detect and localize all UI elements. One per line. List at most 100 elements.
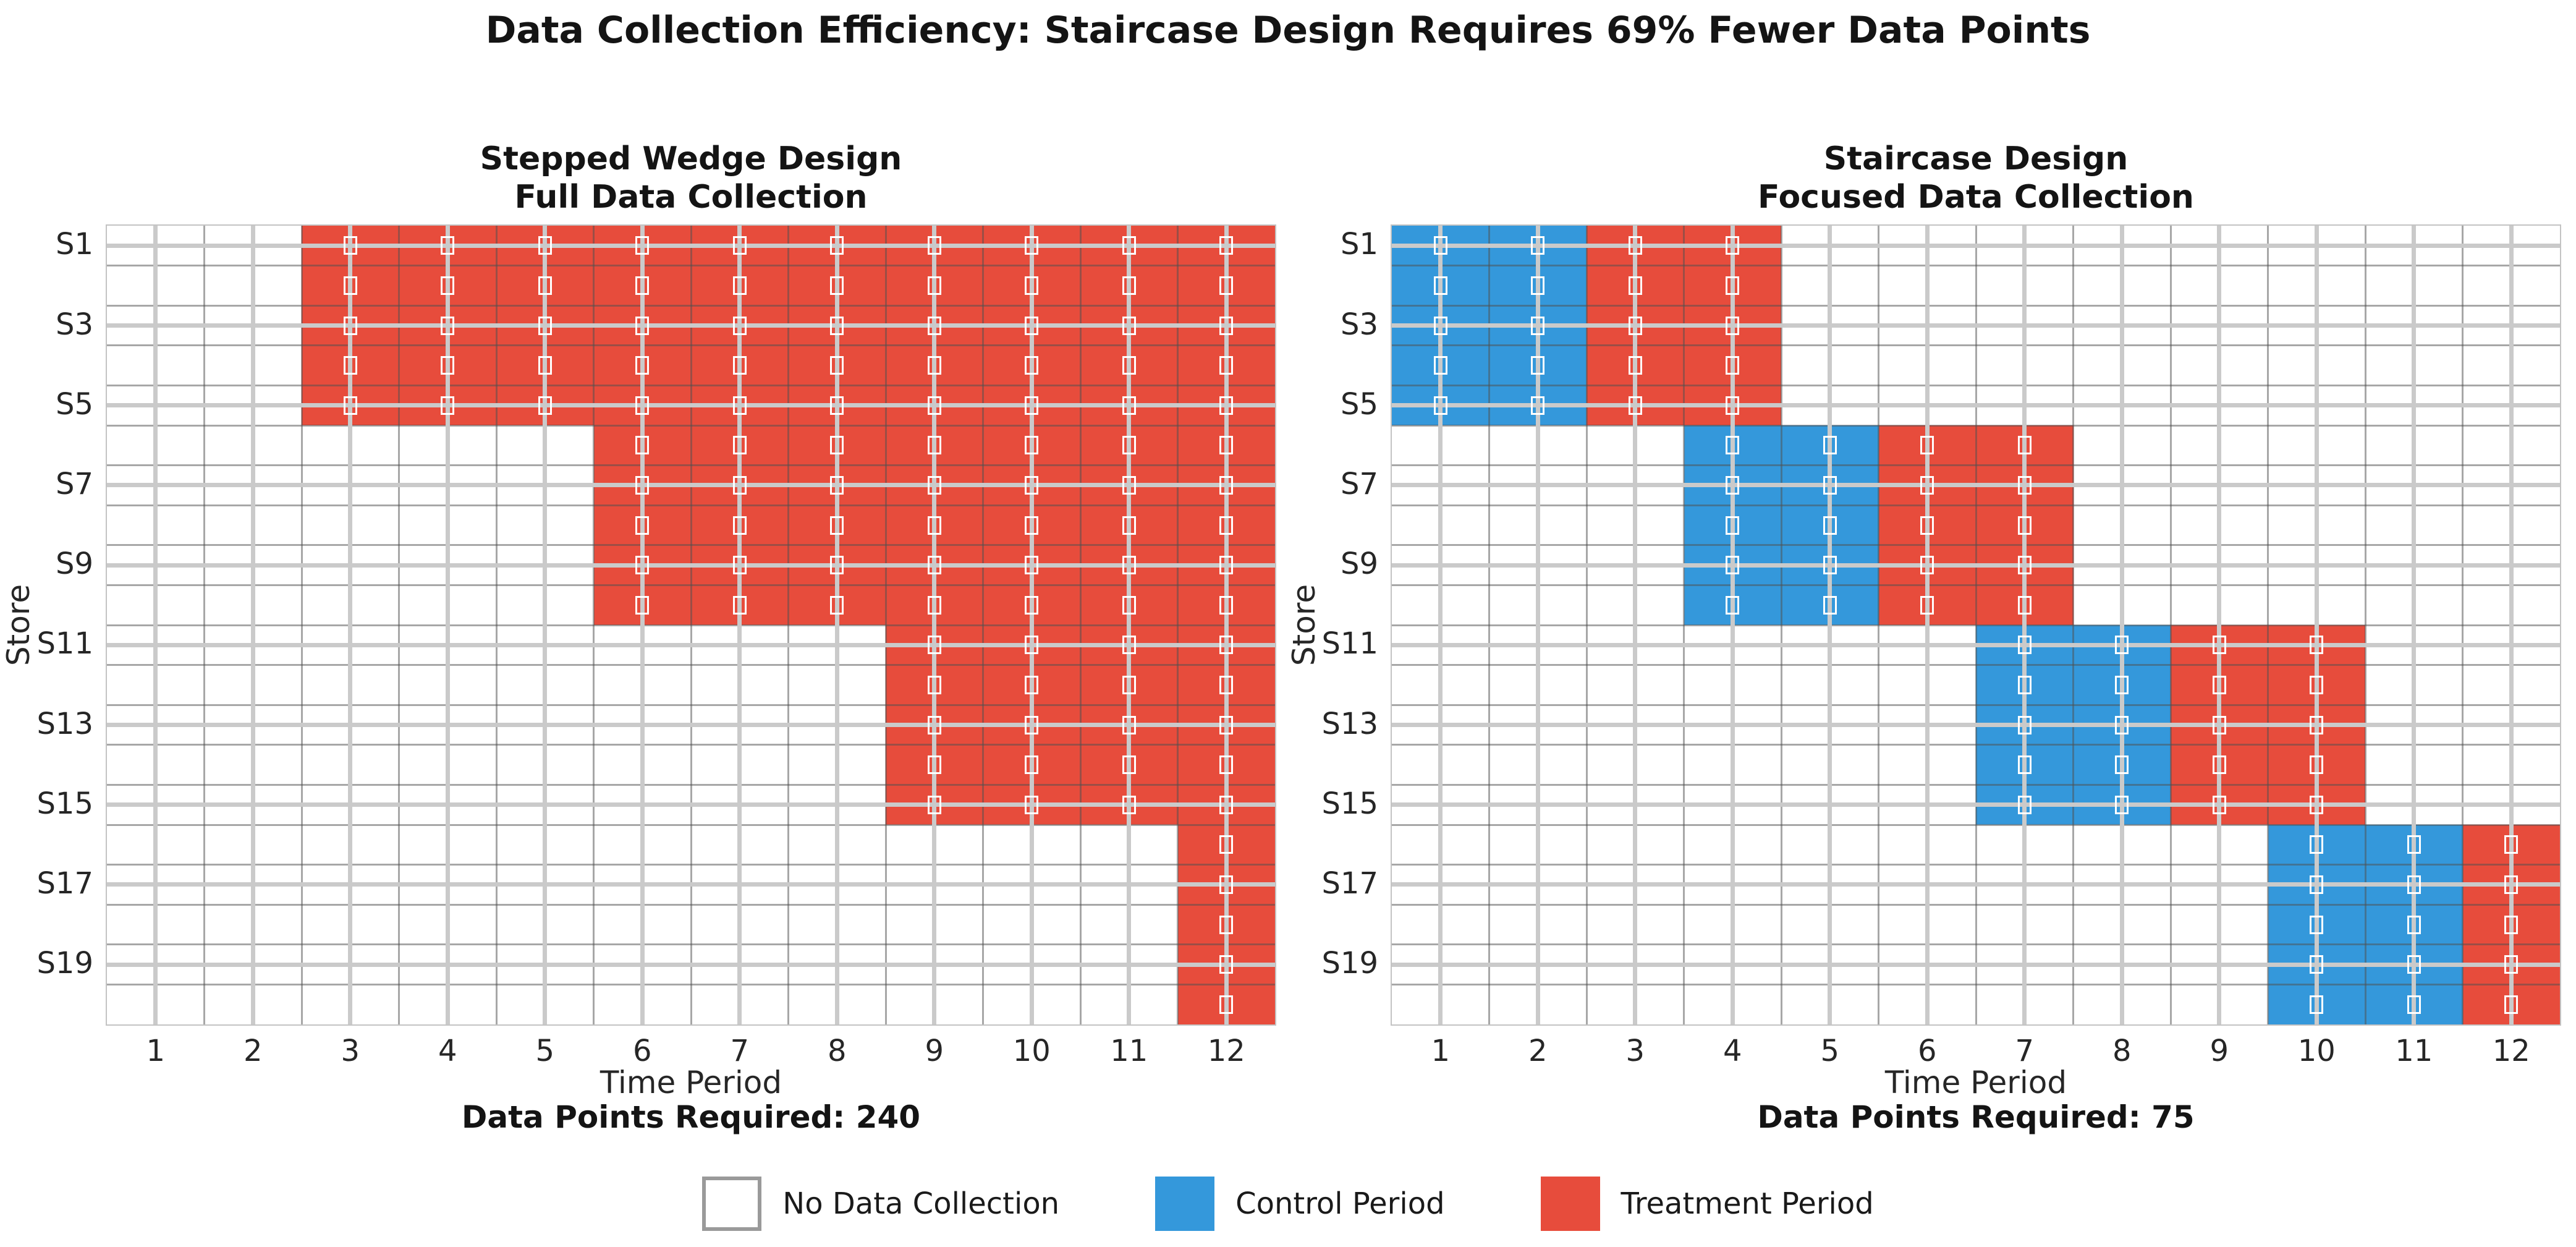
data-point-marker — [2017, 475, 2032, 495]
tick-gridline — [107, 243, 1275, 248]
cell-boundary-line — [1392, 983, 2560, 985]
data-point-marker — [1726, 475, 1740, 495]
data-point-marker — [732, 595, 747, 615]
data-point-marker — [927, 316, 941, 335]
data-point-marker — [2407, 995, 2421, 1014]
data-point-marker — [1025, 595, 1039, 615]
data-point-marker — [1025, 276, 1039, 295]
x-tick-label: 6 — [632, 1034, 652, 1068]
tick-gridline — [348, 226, 353, 1024]
y-tick-label: S3 — [1340, 307, 1378, 342]
data-point-marker — [1219, 236, 1234, 255]
cell-boundary-line — [1392, 664, 2560, 666]
data-point-marker — [1219, 995, 1234, 1014]
data-point-marker — [1726, 276, 1740, 295]
stepped-wedge-heatmap — [106, 224, 1276, 1026]
y-tick-label: S15 — [36, 786, 93, 821]
data-point-marker — [1025, 715, 1039, 734]
data-point-marker — [635, 316, 650, 335]
data-point-marker — [927, 356, 941, 375]
data-point-marker — [1628, 236, 1642, 255]
data-point-marker — [635, 436, 650, 455]
data-point-marker — [732, 276, 747, 295]
cell-boundary-line — [107, 265, 1275, 267]
data-point-marker — [1025, 396, 1039, 415]
data-point-marker — [1628, 316, 1642, 335]
cell-boundary-line — [107, 504, 1275, 506]
data-point-marker — [1122, 475, 1136, 495]
data-point-marker — [927, 276, 941, 295]
data-point-marker — [2017, 795, 2032, 814]
cell-boundary-line — [107, 384, 1275, 386]
data-point-marker — [2407, 955, 2421, 974]
y-tick-label: S17 — [1321, 866, 1378, 901]
data-point-marker — [343, 356, 357, 375]
data-point-marker — [1920, 556, 1934, 575]
tick-gridline — [1392, 403, 2560, 408]
data-point-marker — [1531, 316, 1545, 335]
data-point-marker — [1920, 436, 1934, 455]
cell-boundary-line — [107, 584, 1275, 586]
data-point-marker — [538, 396, 552, 415]
x-tick-label: 7 — [2015, 1034, 2035, 1068]
tick-gridline — [153, 226, 158, 1024]
tick-gridline — [1392, 483, 2560, 488]
y-tick-label: S17 — [36, 866, 93, 901]
data-point-marker — [732, 475, 747, 495]
data-point-marker — [1025, 755, 1039, 775]
data-point-marker — [2504, 915, 2519, 934]
cell-boundary-line — [107, 544, 1275, 547]
cell-boundary-line — [107, 943, 1275, 946]
figure-title: Data Collection Efficiency: Staircase De… — [485, 9, 2091, 52]
data-point-marker — [1628, 356, 1642, 375]
treatment-period-swatch-icon — [1540, 1177, 1600, 1231]
data-point-marker — [1025, 356, 1039, 375]
cell-boundary-line — [1392, 265, 2560, 267]
cell-boundary-line — [107, 704, 1275, 706]
tick-gridline — [107, 802, 1275, 807]
x-tick-label: 3 — [1625, 1034, 1645, 1068]
cell-boundary-line — [107, 344, 1275, 347]
data-point-marker — [830, 556, 844, 575]
x-tick-label: 4 — [1722, 1034, 1742, 1068]
data-point-marker — [1219, 276, 1234, 295]
data-points-caption: Data Points Required: 75 — [1757, 1099, 2195, 1135]
data-point-marker — [1726, 236, 1740, 255]
data-point-marker — [1122, 356, 1136, 375]
data-point-marker — [1726, 436, 1740, 455]
data-point-marker — [2310, 715, 2324, 734]
x-tick-label: 8 — [827, 1034, 847, 1068]
tick-gridline — [1392, 723, 2560, 727]
data-point-marker — [927, 556, 941, 575]
tick-gridline — [107, 563, 1275, 568]
data-points-caption: Data Points Required: 240 — [461, 1099, 921, 1135]
tick-gridline — [1438, 226, 1443, 1024]
cell-boundary-line — [1392, 943, 2560, 946]
data-point-marker — [2407, 875, 2421, 894]
data-point-marker — [1920, 595, 1934, 615]
cell-boundary-line — [1392, 344, 2560, 347]
data-point-marker — [927, 436, 941, 455]
data-point-marker — [2115, 755, 2129, 775]
data-point-marker — [2212, 755, 2226, 775]
data-point-marker — [1823, 595, 1837, 615]
tick-gridline — [737, 226, 742, 1024]
data-point-marker — [441, 276, 455, 295]
control-period-swatch-icon — [1155, 1177, 1215, 1231]
data-point-marker — [927, 396, 941, 415]
data-point-marker — [1025, 436, 1039, 455]
tick-gridline — [2412, 226, 2417, 1024]
data-point-marker — [1219, 436, 1234, 455]
data-point-marker — [635, 276, 650, 295]
x-tick-label: 5 — [1820, 1034, 1840, 1068]
tick-gridline — [1392, 882, 2560, 887]
tick-gridline — [1392, 962, 2560, 967]
tick-gridline — [1224, 226, 1229, 1024]
data-point-marker — [1122, 316, 1136, 335]
data-point-marker — [635, 556, 650, 575]
data-point-marker — [343, 276, 357, 295]
cell-boundary-line — [1392, 824, 2560, 826]
data-point-marker — [1122, 595, 1136, 615]
cell-boundary-line — [107, 864, 1275, 866]
data-point-marker — [1122, 236, 1136, 255]
